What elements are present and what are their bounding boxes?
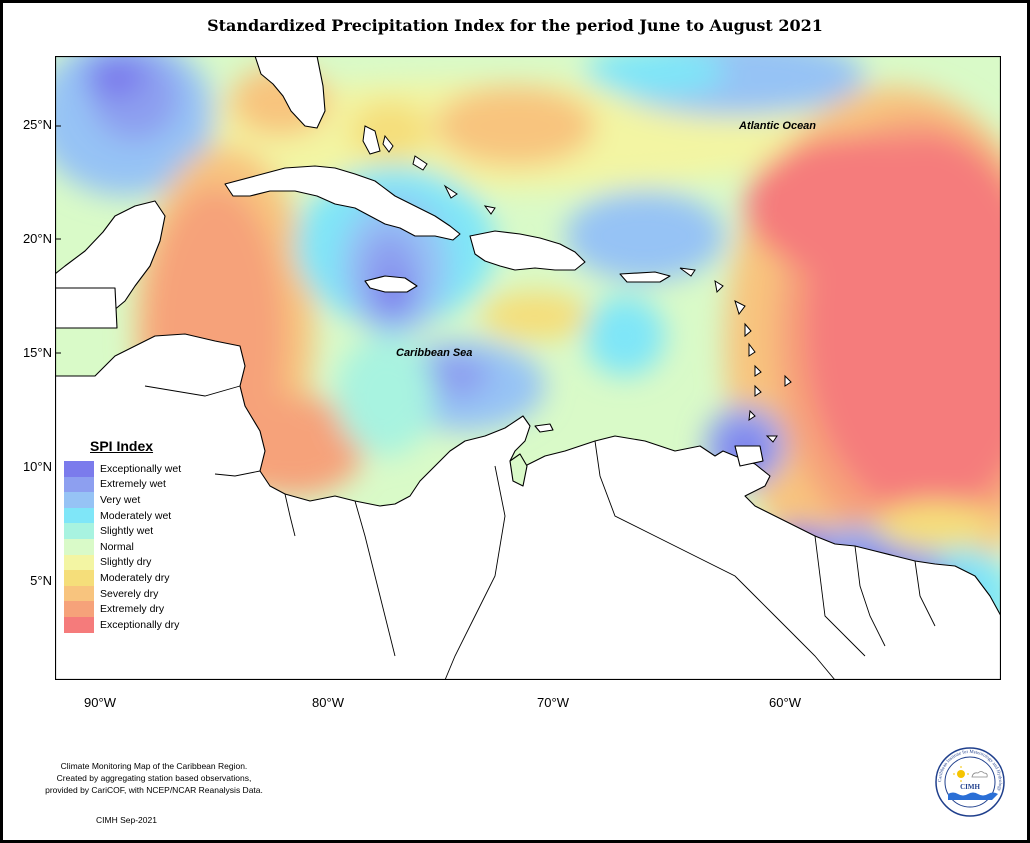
x-tick-70w: 70°W: [537, 695, 569, 710]
legend-item: Slightly wet: [64, 523, 204, 539]
legend-swatch: [64, 554, 94, 571]
land-guadeloupe: [734, 300, 746, 316]
legend-label: Normal: [100, 540, 134, 553]
land-st-lucia: [754, 364, 762, 377]
x-tick-60w: 60°W: [769, 695, 801, 710]
legend-item: Slightly dry: [64, 554, 204, 571]
x-tick-80w: 80°W: [312, 695, 344, 710]
land-hispaniola: [469, 230, 586, 271]
y-tick-5n: 5°N: [30, 573, 52, 588]
y-tick-20n: 20°N: [22, 231, 52, 246]
legend-item: Severely dry: [64, 585, 204, 602]
legend-swatch: [64, 585, 94, 602]
legend-swatch: [64, 538, 94, 555]
country-borders: [144, 385, 936, 680]
spi-zone-wet-ne2: [585, 56, 725, 96]
legend-swatch: [64, 601, 94, 617]
land-bahamas-1: [382, 134, 394, 153]
small-islands: [362, 125, 792, 443]
cloud-icon: [971, 771, 988, 778]
spi-zone-dry-atlantic4: [745, 136, 965, 276]
legend-item: Normal: [64, 538, 204, 555]
legend-label: Extremely dry: [100, 603, 165, 616]
legend-item: Extremely dry: [64, 601, 204, 617]
y-tick-15n: 15°N: [22, 345, 52, 360]
spi-field: [55, 56, 1001, 666]
legend-rows: Exceptionally wet Extremely wet Very wet Mo…: [64, 461, 204, 633]
map-border: [55, 56, 1001, 680]
legend-item: Exceptionally dry: [64, 616, 204, 633]
land-trinidad: [734, 445, 764, 467]
land-st-vincent: [754, 384, 762, 397]
land-antigua: [714, 279, 724, 294]
legend-item: Exceptionally wet: [64, 461, 204, 477]
legend-item: Moderately dry: [64, 570, 204, 586]
legend-label: Severely dry: [100, 587, 159, 600]
spi-zone-dry-bahamas: [350, 101, 430, 161]
spi-map: [55, 56, 1001, 680]
y-tick-10n: 10°N: [22, 459, 52, 474]
legend-label: Extremely wet: [100, 478, 166, 491]
legend-label: Exceptionally wet: [100, 462, 182, 475]
land-grenada: [748, 409, 756, 422]
land-tobago: [765, 435, 778, 443]
credits-line-2: Created by aggregating station based obs…: [56, 773, 252, 783]
legend-label: Very wet: [100, 493, 141, 506]
spi-zone-dry-north2: [435, 86, 595, 166]
map-title: Standardized Precipitation Index for the…: [207, 16, 823, 35]
legend-title: SPI Index: [90, 438, 154, 454]
legend-label: Slightly dry: [100, 556, 152, 569]
legend-item: Moderately wet: [64, 507, 204, 524]
land-jamaica: [364, 275, 418, 293]
legend-swatch: [64, 570, 94, 586]
land-barbados: [784, 374, 792, 387]
land-virgin-islands: [679, 267, 696, 277]
legend-label: Moderately wet: [100, 509, 172, 522]
spi-zone-wet-gulf3: [85, 56, 145, 98]
land-central-america: [55, 287, 118, 329]
spi-zone-dry-caribbean: [480, 291, 590, 341]
logo-acronym: CIMH: [960, 783, 980, 791]
land-florida: [254, 56, 326, 129]
legend-label: Exceptionally dry: [100, 618, 180, 631]
credits: Climate Monitoring Map of the Caribbean …: [24, 760, 284, 796]
sun-rays-icon: [953, 766, 969, 782]
credits-line-3: provided by CariCOF, with NCEP/NCAR Rean…: [45, 785, 263, 795]
legend-label: Moderately dry: [100, 571, 170, 584]
land-dominica: [744, 322, 752, 338]
legend-label: Slightly wet: [100, 525, 154, 538]
legend-item: Extremely wet: [64, 476, 204, 493]
x-tick-90w: 90°W: [84, 695, 116, 710]
spi-zone-wet-nicaragua: [335, 336, 435, 456]
cimh-logo: Caribbean Institute for Meteorology and …: [934, 746, 1006, 818]
land-aruba-curacao: [534, 423, 554, 433]
legend-swatch: [64, 616, 94, 633]
water-lake-maracaibo: [509, 453, 528, 487]
spi-zone-wet-pr: [585, 296, 665, 376]
waves-icon: [948, 792, 998, 800]
land-bahamas-3: [443, 184, 458, 199]
credits-line-1: Climate Monitoring Map of the Caribbean …: [60, 761, 248, 771]
land-turks-caicos: [483, 205, 496, 215]
land-cuba: [224, 165, 461, 241]
legend-swatch: [64, 461, 94, 477]
legend-swatch: [64, 476, 94, 493]
credits-date: CIMH Sep-2021: [96, 815, 157, 825]
legend-swatch: [64, 492, 94, 508]
land-puerto-rico: [619, 271, 671, 283]
land-bahamas-2: [412, 155, 428, 171]
label-caribbean-sea: Caribbean Sea: [396, 347, 473, 359]
label-atlantic-ocean: Atlantic Ocean: [739, 120, 817, 132]
legend-item: Very wet: [64, 492, 204, 508]
y-tick-25n: 25°N: [22, 117, 52, 132]
land-bahamas-andros: [362, 125, 381, 155]
spi-legend: SPI Index Exceptionally wet Extremely wet…: [64, 438, 204, 633]
spi-zone-dry-guianas-coast: [875, 501, 995, 551]
spi-zone-wet-hispaniola: [565, 191, 725, 281]
land-martinique: [748, 342, 756, 357]
legend-swatch: [64, 523, 94, 539]
legend-swatch: [64, 507, 94, 524]
sun-icon: [957, 770, 965, 778]
